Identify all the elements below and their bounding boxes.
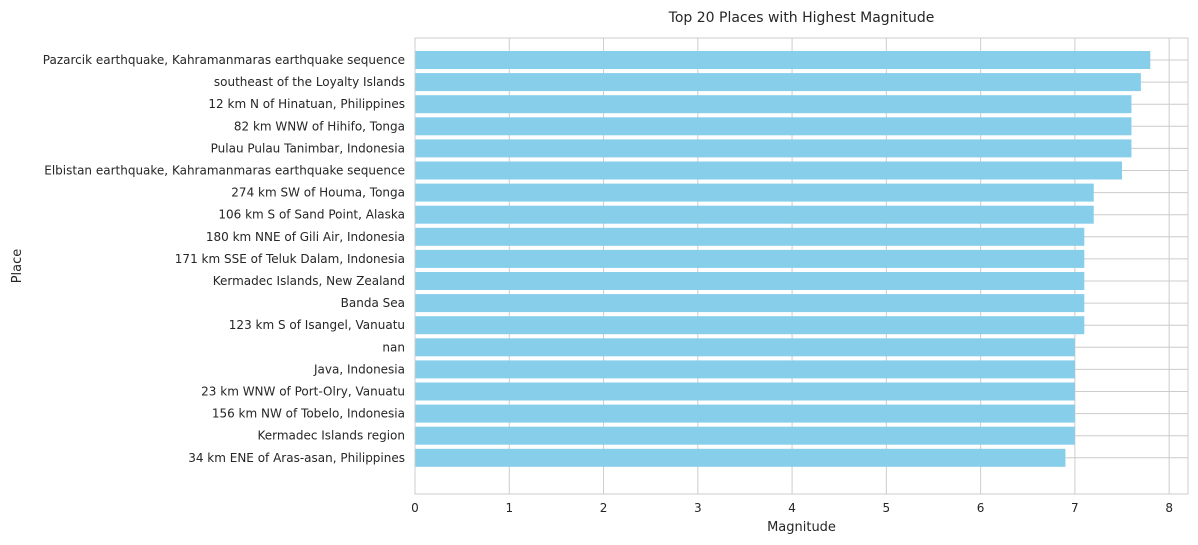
y-tick-label: southeast of the Loyalty Islands xyxy=(214,75,405,89)
y-tick-label: 274 km SW of Houma, Tonga xyxy=(231,186,405,200)
bar xyxy=(415,95,1132,114)
bar xyxy=(415,139,1132,158)
x-tick-label: 7 xyxy=(1071,501,1079,515)
y-axis-label: Place xyxy=(10,249,25,284)
bar xyxy=(415,404,1075,423)
y-tick-label: 82 km WNW of Hihifo, Tonga xyxy=(234,119,405,133)
bar xyxy=(415,117,1132,136)
x-tick-label: 2 xyxy=(600,501,608,515)
bar xyxy=(415,205,1094,224)
y-tick-label: 156 km NW of Tobelo, Indonesia xyxy=(212,407,405,421)
y-tick-label: Kermadec Islands region xyxy=(257,429,405,443)
y-tick-label: Java, Indonesia xyxy=(313,362,405,376)
bar xyxy=(415,382,1075,401)
bar xyxy=(415,272,1085,290)
y-tick-label: 180 km NNE of Gili Air, Indonesia xyxy=(206,230,405,244)
y-tick-label: Kermadec Islands, New Zealand xyxy=(213,274,405,288)
bar xyxy=(415,426,1075,445)
y-tick-label: Pulau Pulau Tanimbar, Indonesia xyxy=(211,141,405,155)
y-tick-label: 171 km SSE of Teluk Dalam, Indonesia xyxy=(175,252,405,266)
y-tick-label: Pazarcik earthquake, Kahramanmaras earth… xyxy=(43,53,405,67)
y-tick-label: nan xyxy=(382,340,405,354)
y-tick-label: Banda Sea xyxy=(341,296,405,310)
x-tick-label: 3 xyxy=(694,501,702,515)
y-tick-label: Elbistan earthquake, Kahramanmaras earth… xyxy=(44,164,405,178)
y-tick-label: 123 km S of Isangel, Vanuatu xyxy=(229,318,405,332)
x-tick-label: 5 xyxy=(883,501,891,515)
x-tick-label: 4 xyxy=(788,501,796,515)
y-tick-label: 106 km S of Sand Point, Alaska xyxy=(218,208,405,222)
bar xyxy=(415,338,1075,357)
x-tick-label: 6 xyxy=(977,501,985,515)
x-tick-label: 8 xyxy=(1165,501,1173,515)
plot-frame xyxy=(414,37,1189,495)
bar xyxy=(415,227,1085,246)
bar xyxy=(415,161,1123,180)
bar xyxy=(415,360,1075,379)
bar xyxy=(415,294,1085,313)
y-tick-label: 12 km N of Hinatuan, Philippines xyxy=(208,97,405,111)
x-tick-label: 0 xyxy=(411,501,419,515)
bar xyxy=(415,448,1066,467)
bar xyxy=(415,51,1151,69)
bar xyxy=(415,249,1085,268)
bar xyxy=(415,183,1094,202)
chart-title: Top 20 Places with Highest Magnitude xyxy=(668,10,935,26)
y-tick-label: 23 km WNW of Port-Olry, Vanuatu xyxy=(201,385,405,399)
bar xyxy=(415,316,1085,335)
y-tick-label: 34 km ENE of Aras-asan, Philippines xyxy=(188,451,405,465)
bar xyxy=(415,73,1141,92)
x-axis-label: Magnitude xyxy=(767,520,836,535)
x-tick-label: 1 xyxy=(505,501,513,515)
